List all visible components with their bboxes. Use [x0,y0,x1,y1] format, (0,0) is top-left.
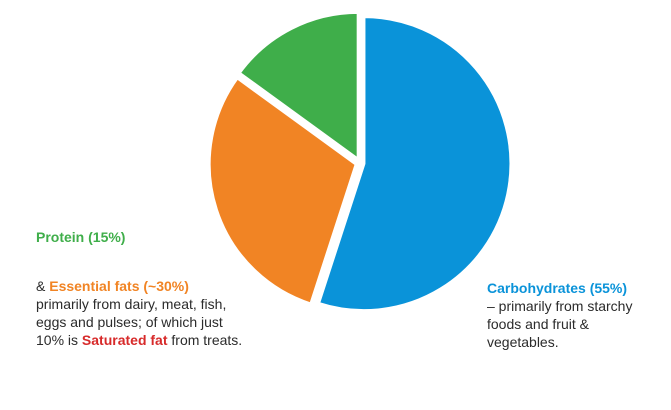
fats-label: & Essential fats (~30%) primarily from d… [36,277,286,349]
fats-line-1: primarily from dairy, meat, fish, [36,296,227,312]
pie-slice-protein [237,10,360,161]
carbohydrates-title: Carbohydrates (55%) [487,280,628,296]
fats-title: Essential fats (~30%) [49,278,189,294]
fats-prefix: & [36,278,50,294]
carbohydrates-line-3: vegetables. [487,334,559,350]
fats-line-3-before: 10% is [36,332,82,348]
protein-label: Protein (15%) [36,228,125,246]
pie-slice-essential-fats [207,76,358,306]
carbohydrates-label: Carbohydrates (55%) – primarily from sta… [487,279,667,351]
protein-title: Protein (15%) [36,229,126,245]
saturated-fat-highlight: Saturated fat [81,332,168,348]
carbohydrates-line-2: foods and fruit & [487,316,589,332]
pie-slice-carbohydrates [317,15,513,313]
fats-line-3-after: from treats. [167,332,243,348]
carbohydrates-line-1: – primarily from starchy [487,298,633,314]
fats-line-2: eggs and pulses; of which just [36,314,223,330]
